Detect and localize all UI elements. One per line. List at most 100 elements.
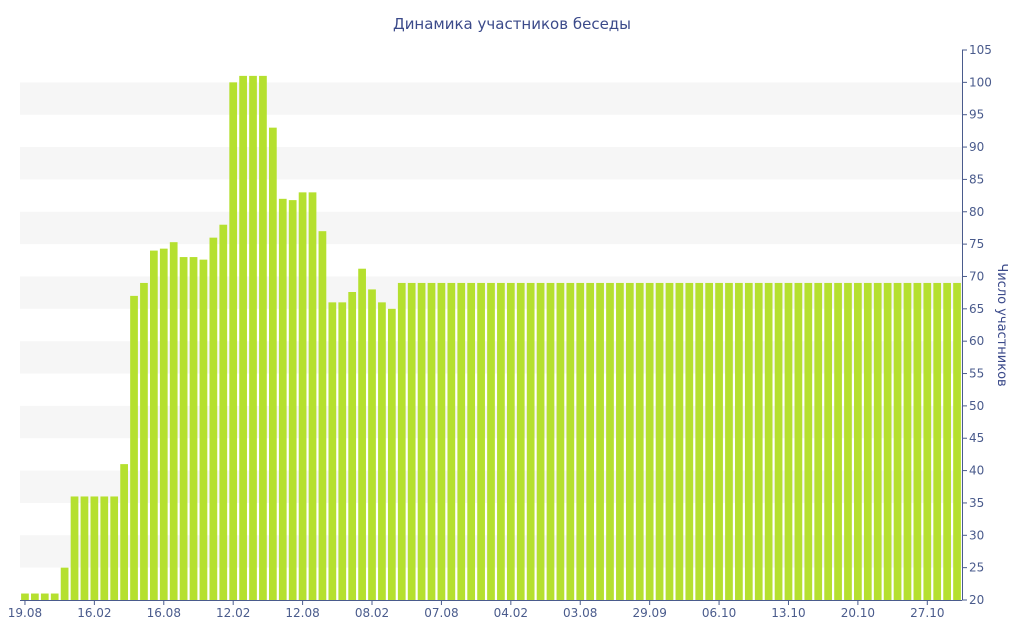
bar [596,282,604,600]
bar [695,282,704,600]
x-tick-label: 06.10 [702,606,736,620]
bar [893,282,902,600]
y-tick-label: 100 [969,75,992,89]
y-tick-label: 65 [969,302,984,316]
bar [80,496,89,600]
y-tick-label: 20 [969,593,984,607]
x-tick-label: 16.08 [147,606,181,620]
bar [368,289,376,600]
bar [387,308,396,600]
x-tick-label: 13.10 [771,606,805,620]
bar [903,282,912,600]
x-tick-label: 19.08 [8,606,42,620]
bar [328,302,337,600]
bar [90,496,99,600]
bar [179,257,188,600]
bar [249,75,257,600]
bar [199,259,208,600]
bar [487,282,495,600]
bar [655,282,664,600]
y-tick-label: 70 [969,269,984,283]
bar [794,282,803,600]
x-tick-label: 03.08 [563,606,597,620]
bar [298,192,307,600]
y-tick-label: 105 [969,43,992,57]
bar [189,257,198,600]
bar [754,282,763,600]
bar [407,282,416,600]
x-tick-label: 29.09 [632,606,666,620]
bar [873,282,882,600]
bar [130,295,138,600]
bar [150,250,158,600]
y-tick-label: 60 [969,334,984,348]
bar [21,593,29,600]
chart-title: Динамика участников беседы [393,15,631,33]
y-axis-label: Число участников [994,263,1009,386]
bar [120,464,128,600]
bar [854,282,862,600]
x-tick-label: 16.02 [77,606,111,620]
y-axis: 20 25 30 35 40 45 50 55 60 65 70 75 80 85 90 95 100 105 [962,43,992,607]
bar [844,282,852,600]
bar [397,282,406,600]
bar [953,282,961,600]
x-tick-label: 08.02 [355,606,389,620]
y-tick-label: 80 [969,205,984,219]
bar [308,192,317,600]
bar [556,282,565,600]
bar [497,282,505,600]
bar [834,282,842,600]
bar [348,292,357,600]
bar [625,282,634,600]
bar [863,282,872,600]
bar [50,593,59,600]
bar [288,200,297,600]
bar [943,282,951,600]
bar [576,282,585,600]
bar [219,224,228,600]
y-tick-label: 30 [969,528,984,542]
bar [437,282,446,600]
bar [804,282,813,600]
y-tick-label: 55 [969,367,984,381]
bar [31,593,39,600]
y-tick-label: 90 [969,140,984,154]
bar [566,282,575,600]
bar [744,282,753,600]
bar [229,82,238,601]
x-tick-label: 12.02 [216,606,250,620]
bar [110,496,119,600]
y-tick-label: 40 [969,464,984,478]
bar [635,282,644,600]
bar [725,282,733,600]
bar [70,496,79,600]
x-axis: 19.08 16.02 16.08 12.02 12.08 08.02 07.08 04.02… [8,600,962,620]
bar [546,282,555,600]
bar [268,127,277,601]
bar [477,282,485,600]
x-tick-label: 27.10 [910,606,944,620]
bar [824,282,832,600]
bar [318,231,327,600]
bar [516,282,525,600]
bar [616,282,624,600]
y-tick-label: 95 [969,108,984,122]
bar [278,198,287,600]
x-tick-label: 07.08 [424,606,458,620]
y-tick-label: 50 [969,399,984,413]
grid-band [20,82,962,115]
bar [784,282,793,600]
bar [883,282,892,600]
y-tick-label: 45 [969,431,984,445]
bar [506,282,515,600]
bar [40,593,49,600]
bar [169,242,178,600]
bar [209,237,218,600]
bar [417,282,426,600]
bar [447,282,456,600]
y-tick-label: 85 [969,172,984,186]
bar [526,282,535,600]
bar [665,282,674,600]
